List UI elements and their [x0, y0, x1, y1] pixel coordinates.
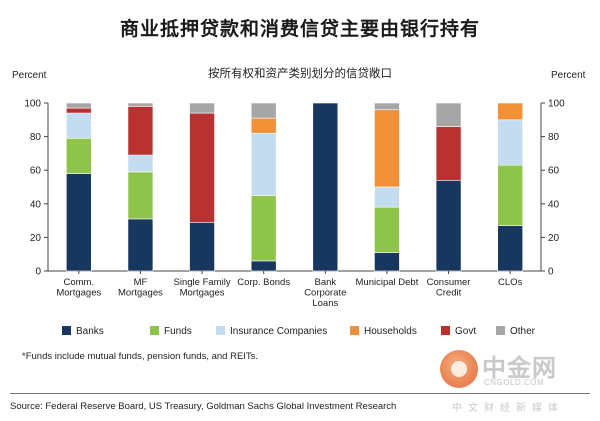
y-tick-label-left: 20 [30, 233, 42, 244]
legend-item: Banks [62, 326, 104, 337]
category-label: CLOs [498, 277, 523, 288]
y-tick-label-left: 0 [35, 267, 41, 278]
legend-item: Insurance Companies [216, 326, 327, 337]
bar-segment [127, 154, 154, 173]
watermark: 中金网 CNGOLD.COM [440, 348, 600, 398]
source-divider [10, 393, 590, 394]
category-label: Bank Corporate Loans [304, 277, 346, 309]
bar-segment [250, 195, 277, 262]
bar-segment [312, 102, 339, 272]
category-label: Corp. Bonds [237, 277, 290, 288]
legend-label: Banks [76, 326, 104, 337]
watermark-name: 中金网 [482, 354, 557, 382]
bar-segment [66, 102, 92, 109]
bar-segment [497, 119, 523, 166]
bar-segment [189, 112, 215, 223]
footnote: *Funds include mutual funds, pension fun… [22, 351, 259, 362]
chart-title: 商业抵押贷款和消费信贷主要由银行持有 [119, 18, 480, 40]
bar-segment [66, 112, 92, 139]
bar-segment [127, 106, 154, 156]
bar-segment [374, 102, 400, 111]
watermark-tagline: 中文财经新媒体 [452, 403, 564, 414]
category-label: Comm. Mortgages [56, 277, 101, 299]
bar-segment [66, 107, 92, 114]
bar-segment [250, 117, 277, 134]
bar-segment [374, 206, 400, 253]
category-label: MF Mortgages [118, 277, 163, 299]
bar-segment [497, 164, 523, 226]
watermark-site: CNGOLD.COM [484, 378, 545, 387]
legend-swatch [62, 326, 71, 335]
bar-segment [127, 218, 154, 272]
y-tick-label-right: 40 [548, 199, 560, 210]
bar-segment [127, 171, 154, 220]
category-label: Consumer Credit [427, 277, 471, 299]
y-tick-label-left: 80 [30, 132, 42, 143]
legend-item: Households [350, 326, 417, 337]
legend-swatch [350, 326, 359, 335]
chart-legend: Banks Funds Insurance Companies Households G… [0, 326, 600, 340]
y-tick-label-right: 60 [548, 166, 560, 177]
bar-segment [189, 102, 215, 114]
bar-segment [435, 179, 462, 272]
bar-segment [250, 132, 277, 196]
legend-item: Other [496, 326, 535, 337]
bar-segment [66, 173, 92, 272]
bar-segment [374, 109, 400, 188]
bar-segment [189, 221, 215, 272]
legend-swatch [441, 326, 450, 335]
y-tick-label-left: 40 [30, 199, 42, 210]
bar-segment [250, 260, 277, 272]
bar-segment [374, 252, 400, 272]
legend-label: Funds [164, 326, 192, 337]
legend-label: Insurance Companies [230, 326, 328, 337]
bar-segment [435, 102, 462, 127]
y-tick-label-right: 20 [548, 233, 560, 244]
bar-segment [374, 186, 400, 208]
y-tick-label-left: 100 [24, 99, 41, 110]
category-label: Single Family Mortgages [174, 277, 231, 299]
category-label: Municipal Debt [356, 277, 419, 288]
source-note: Source: Federal Reserve Board, US Treasu… [10, 401, 397, 412]
legend-swatch [150, 326, 159, 335]
chart-subtitle: 按所有权和资产类别划分的信贷敞口 [208, 66, 392, 80]
legend-label: Households [364, 326, 417, 337]
left-axis-unit: Percent [12, 70, 47, 81]
y-tick-label-right: 100 [548, 99, 565, 110]
bar-segment [497, 102, 523, 121]
bar-segment [497, 225, 523, 272]
legend-swatch [216, 326, 225, 335]
y-tick-label-right: 80 [548, 132, 560, 143]
y-tick-label-right: 0 [548, 267, 554, 278]
legend-swatch [496, 326, 505, 335]
bar-segment [127, 102, 154, 107]
legend-item: Govt [441, 326, 476, 337]
bar-segment [435, 126, 462, 181]
right-axis-unit: Percent [551, 70, 586, 81]
legend-label: Other [510, 326, 536, 337]
y-tick-label-left: 60 [30, 166, 42, 177]
legend-item: Funds [150, 326, 192, 337]
bar-segment [66, 137, 92, 174]
legend-label: Govt [455, 326, 477, 337]
watermark-logo-icon [440, 350, 478, 388]
bar-segment [250, 102, 277, 119]
